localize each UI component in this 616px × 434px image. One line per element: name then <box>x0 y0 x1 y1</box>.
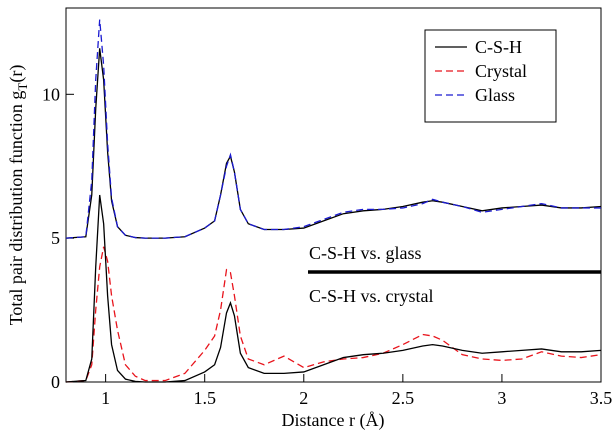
legend-label: Crystal <box>475 61 527 81</box>
y-axis-label: Total pair distribution function gT(r) <box>6 65 30 326</box>
annotation: C-S-H vs. glass <box>309 243 422 263</box>
legend-label: Glass <box>475 85 515 105</box>
series-line <box>65 194 602 383</box>
legend-label: C-S-H <box>475 37 522 57</box>
y-tick-label: 0 <box>51 372 60 392</box>
y-tick-label: 10 <box>42 84 60 104</box>
series-line <box>65 19 601 239</box>
x-tick-label: 3 <box>497 388 506 408</box>
plot-frame <box>65 7 602 383</box>
legend: C-S-H Crystal Glass <box>424 29 557 123</box>
x-tick-label: 1 <box>101 388 110 408</box>
y-tick-label: 5 <box>51 228 60 248</box>
legend-box <box>424 29 557 123</box>
y-label-end: (r) <box>6 65 27 83</box>
x-tick-label: 1.5 <box>193 388 216 408</box>
annotation: C-S-H vs. crystal <box>309 286 434 306</box>
x-axis-label: Distance r (Å) <box>282 410 385 431</box>
y-label-sub: T <box>15 83 30 91</box>
x-tick-label: 2 <box>299 388 308 408</box>
x-tick-label: 3.5 <box>590 388 613 408</box>
x-tick-label: 2.5 <box>392 388 415 408</box>
y-label-main: Total pair distribution function g <box>6 91 26 326</box>
series-line <box>65 246 602 383</box>
